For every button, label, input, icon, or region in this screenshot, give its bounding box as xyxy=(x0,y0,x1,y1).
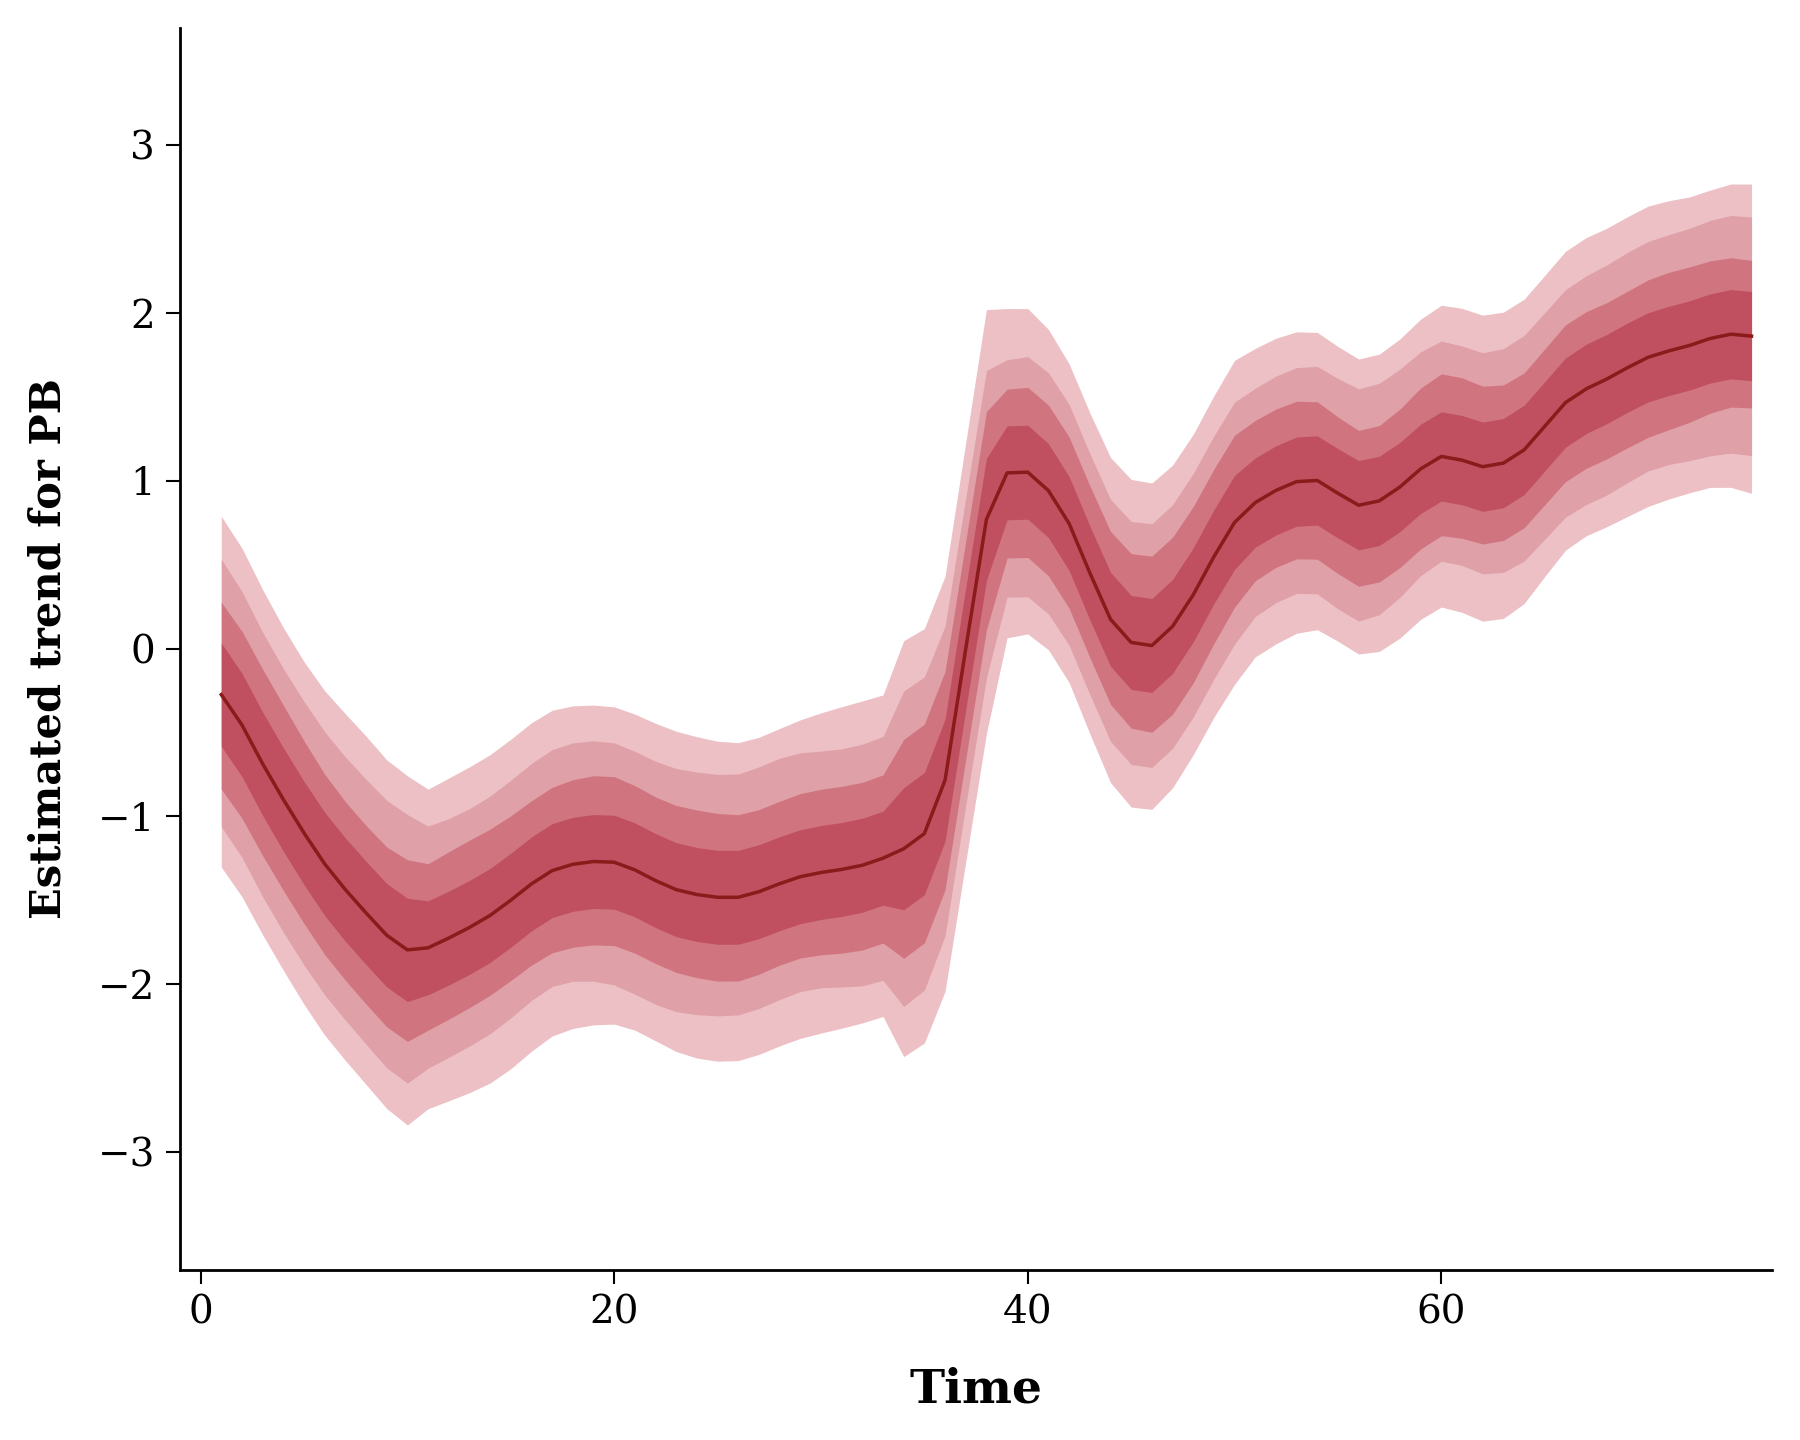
Y-axis label: Estimated trend for PB: Estimated trend for PB xyxy=(27,379,70,919)
X-axis label: Time: Time xyxy=(909,1367,1042,1413)
